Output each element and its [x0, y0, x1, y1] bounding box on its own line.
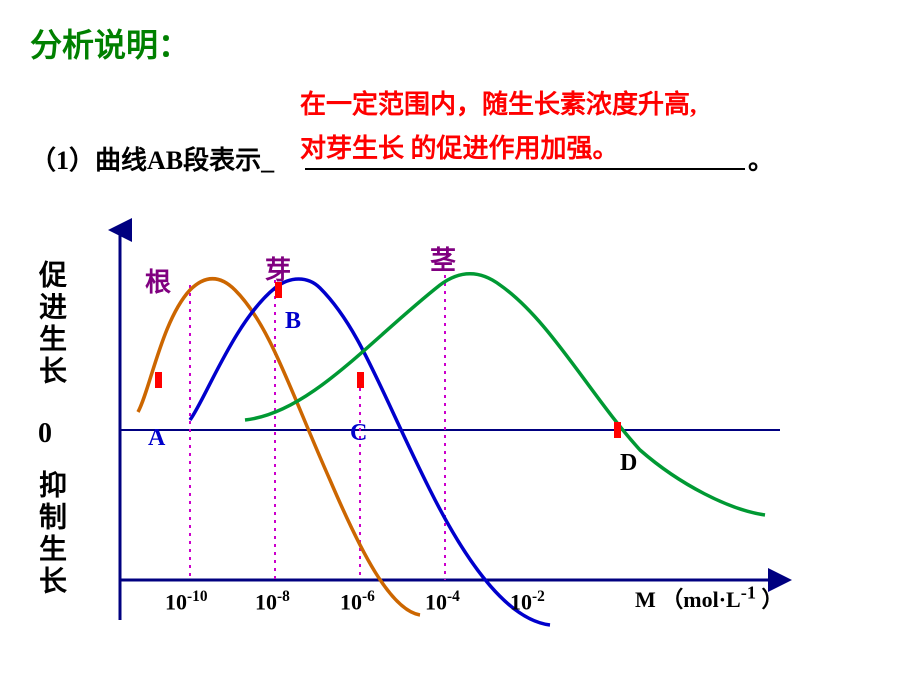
point-label-b: B — [285, 308, 301, 335]
auxin-chart: 促进生长 0 抑制生长 — [60, 220, 860, 680]
markers — [155, 282, 621, 438]
curve-bud — [190, 279, 550, 625]
question-period: 。 — [748, 140, 774, 177]
point-label-c: C — [350, 420, 367, 447]
x-tick-2: 10-6 — [340, 588, 375, 615]
dotted-lines — [190, 275, 445, 580]
answer-line-2: 对芽生长 的促进作用加强。 — [300, 128, 619, 165]
x-tick-4: 10-2 — [510, 588, 545, 615]
answer-underline — [305, 168, 745, 170]
y-label-zero: 0 — [38, 418, 52, 450]
point-label-a: A — [148, 425, 165, 452]
answer-line-1: 在一定范围内，随生长素浓度升高, — [300, 84, 697, 121]
series-label-stem: 茎 — [430, 240, 456, 277]
series-label-root: 根 — [145, 262, 171, 299]
chart-svg — [60, 220, 820, 640]
series-label-bud: 芽 — [265, 250, 291, 287]
x-axis-label: M （mol·L-1 ） — [635, 582, 784, 614]
question-prefix: （1）曲线AB段表示_ — [30, 140, 274, 177]
point-label-d: D — [620, 450, 637, 477]
page-title: 分析说明： — [30, 20, 190, 66]
x-tick-3: 10-4 — [425, 588, 460, 615]
x-tick-1: 10-8 — [255, 588, 290, 615]
x-tick-0: 10-10 — [165, 588, 208, 615]
curve-stem — [245, 274, 765, 515]
curve-root — [138, 279, 420, 615]
